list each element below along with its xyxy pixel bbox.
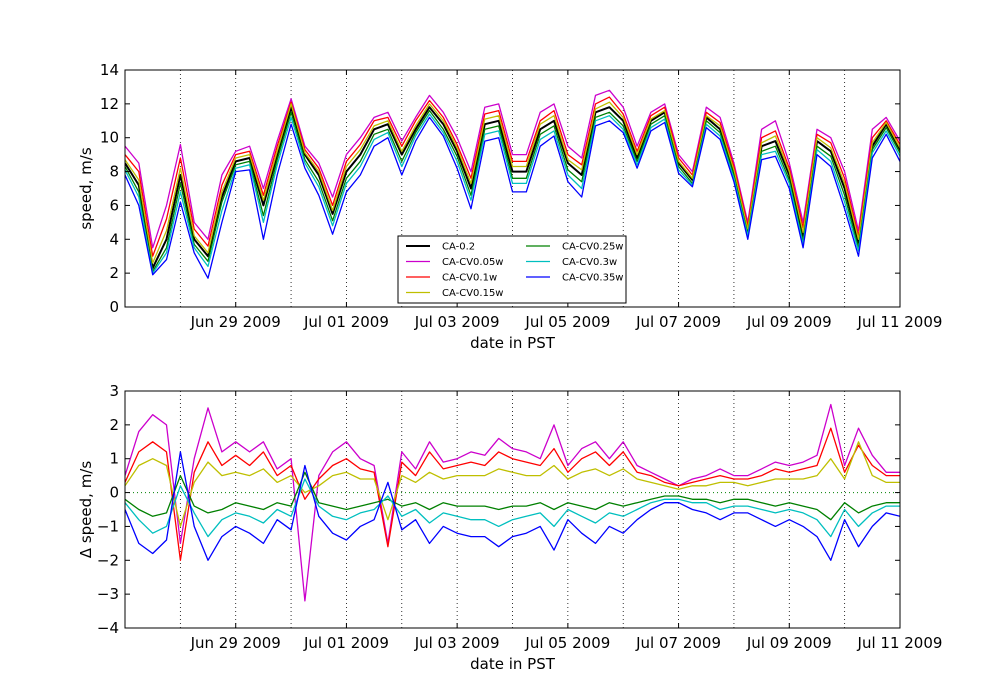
x-tick-label: Jul 01 2009: [303, 634, 389, 652]
x-axis-label: date in PST: [470, 655, 556, 673]
series-line-CA-CV0.35w: [125, 116, 900, 279]
x-tick-label: Jul 11 2009: [857, 313, 943, 331]
legend-label: CA-CV0.35w: [562, 273, 623, 284]
series-line-CA-CV0.15w: [125, 441, 900, 528]
y-tick-label: 0: [109, 484, 119, 502]
x-tick-label: Jul 05 2009: [524, 634, 610, 652]
legend-label: CA-CV0.15w: [442, 288, 503, 299]
y-tick-label: 0: [109, 298, 119, 316]
series-line-CA-CV0.05w: [125, 89, 900, 249]
series-line-CA-CV0.05w: [125, 403, 900, 602]
series-line-CA-CV0.15w: [125, 101, 900, 264]
series-line-CA-CV0.1w: [125, 96, 900, 257]
y-tick-label: 8: [109, 163, 119, 181]
plot-1: 0 2 4 6 8 10 12 14 Jun 29 2009 Jul 01 2009 Jul 03 …: [77, 61, 942, 352]
legend-label: CA-CV0.05w: [442, 257, 503, 268]
y-tick-label: −3: [97, 585, 119, 603]
x-tick-label: Jul 01 2009: [303, 313, 389, 331]
y-tick-label: 6: [109, 196, 119, 214]
y-tick-label: 4: [109, 230, 119, 248]
x-axis-label: date in PST: [470, 334, 556, 352]
y-tick-label: −1: [97, 517, 119, 535]
x-tick-label: Jul 05 2009: [524, 313, 610, 331]
y-tick-label: 1: [109, 450, 119, 468]
y-tick-label: 10: [100, 129, 119, 147]
series-line-CA-CV0.35w: [125, 451, 900, 561]
x-tick-label: Jul 11 2009: [857, 634, 943, 652]
legend-label: CA-CV0.25w: [562, 242, 623, 253]
y-axis-label: speed, m/s: [77, 147, 95, 230]
y-tick-label: 3: [109, 382, 119, 400]
plot-2: −4 −3 −2 −1 0 1 2 3 Jun 29 2009 Jul 01 2009 Jul 03…: [77, 382, 942, 673]
y-tick-label: 12: [100, 95, 119, 113]
y-tick-label: −4: [97, 619, 119, 637]
plot-frame: [124, 390, 901, 629]
x-tick-label: Jul 09 2009: [746, 634, 832, 652]
legend: CA-0.2 CA-CV0.05w CA-CV0.1w CA-CV0.15w CA-CV…: [397, 235, 627, 304]
x-tick-label: Jun 29 2009: [190, 634, 281, 652]
x-tick-label: Jul 07 2009: [635, 634, 721, 652]
y-tick-label: 2: [109, 416, 119, 434]
y-axis-label: Δ speed, m/s: [77, 461, 95, 559]
legend-label: CA-CV0.1w: [442, 273, 497, 284]
x-tick-label: Jun 29 2009: [190, 313, 281, 331]
series-line-CA-CV0.3w: [125, 478, 900, 538]
series-line-CA-CV0.25w: [125, 471, 900, 521]
x-tick-label: Jul 03 2009: [414, 634, 500, 652]
y-tick-label: 2: [109, 264, 119, 282]
plot-area: [125, 391, 900, 628]
x-tick-label: Jul 07 2009: [635, 313, 721, 331]
y-tick-label: 14: [100, 61, 119, 79]
x-tick-label: Jul 09 2009: [746, 313, 832, 331]
legend-label: CA-CV0.3w: [562, 257, 617, 268]
legend-box: [397, 235, 627, 304]
x-tick-label: Jul 03 2009: [414, 313, 500, 331]
plot-frame: [124, 69, 901, 308]
legend-label: CA-0.2: [442, 242, 475, 253]
series-line-CA-CV0.1w: [125, 427, 900, 561]
y-tick-label: −2: [97, 551, 119, 569]
